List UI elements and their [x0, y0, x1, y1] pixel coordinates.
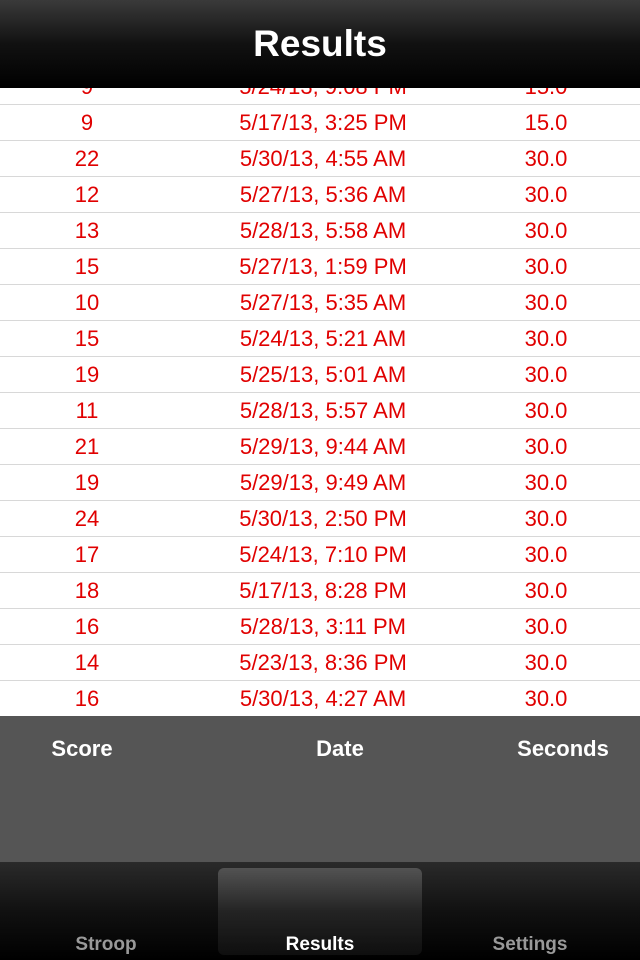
table-row[interactable]: 21 5/29/13, 9:44 AM 30.0	[0, 429, 640, 465]
column-header: Score	[51, 736, 113, 761]
column-header: Date	[316, 736, 364, 761]
date-cell: 5/27/13, 5:36 AM	[239, 182, 407, 207]
score-cell: 18	[74, 578, 100, 603]
score-cell: 15	[74, 254, 100, 279]
date-cell: 5/23/13, 8:36 PM	[239, 650, 407, 675]
date-cell: 5/24/13, 5:21 AM	[239, 326, 407, 351]
seconds-cell: 30.0	[524, 506, 568, 531]
tab-button[interactable]: Stroop	[75, 934, 137, 955]
nav-bar: Results	[0, 0, 640, 88]
date-cell: 5/27/13, 5:35 AM	[239, 290, 407, 315]
date-cell: 5/29/13, 9:49 AM	[239, 470, 407, 495]
date-cell: 5/28/13, 5:57 AM	[239, 398, 407, 423]
score-cell: 19	[74, 362, 100, 387]
footer: Score Date Seconds	[0, 716, 640, 862]
seconds-cell: 30.0	[524, 218, 568, 243]
score-cell: 14	[74, 650, 100, 675]
date-cell: 5/29/13, 9:44 AM	[239, 434, 407, 459]
nav-title: Results	[253, 23, 387, 64]
seconds-cell: 30.0	[524, 398, 568, 423]
table-row[interactable]: 14 5/23/13, 8:36 PM 30.0	[0, 645, 640, 681]
table-row[interactable]: 11 5/28/13, 5:57 AM 30.0	[0, 393, 640, 429]
table-row[interactable]: 15 5/24/13, 5:21 AM 30.0	[0, 321, 640, 357]
table-row[interactable]: 15 5/27/13, 1:59 PM 30.0	[0, 249, 640, 285]
score-cell: 21	[74, 434, 100, 459]
seconds-cell: 30.0	[524, 650, 568, 675]
score-cell: 10	[74, 290, 100, 315]
seconds-cell: 30.0	[524, 470, 568, 495]
score-cell: 24	[74, 506, 100, 531]
date-cell: 5/25/13, 5:01 AM	[239, 362, 407, 387]
column-header: Seconds	[517, 736, 609, 761]
date-cell: 5/24/13, 7:10 PM	[239, 542, 407, 567]
seconds-cell: 30.0	[524, 362, 568, 387]
tab-button[interactable]: Settings	[492, 934, 568, 955]
score-cell: 19	[74, 470, 100, 495]
seconds-cell: 30.0	[524, 254, 568, 279]
tab-button[interactable]: Results	[218, 868, 422, 955]
score-cell: 22	[74, 146, 100, 171]
seconds-cell: 15.0	[524, 110, 568, 135]
table-row[interactable]: 18 5/17/13, 8:28 PM 30.0	[0, 573, 640, 609]
date-cell: 5/17/13, 8:28 PM	[239, 578, 407, 603]
table-row[interactable]: 12 5/27/13, 5:36 AM 30.0	[0, 177, 640, 213]
table-row[interactable]: 16 5/30/13, 4:27 AM 30.0	[0, 681, 640, 716]
score-cell: 16	[74, 686, 100, 711]
date-cell: 5/30/13, 2:50 PM	[239, 506, 407, 531]
seconds-cell: 30.0	[524, 614, 568, 639]
seconds-cell: 30.0	[524, 182, 568, 207]
table-row[interactable]: 19 5/29/13, 9:49 AM 30.0	[0, 465, 640, 501]
date-cell: 5/28/13, 5:58 AM	[239, 218, 407, 243]
score-cell: 15	[74, 326, 100, 351]
score-cell: 17	[74, 542, 100, 567]
seconds-cell: 30.0	[524, 434, 568, 459]
seconds-cell: 30.0	[524, 326, 568, 351]
table-row[interactable]: 9 5/17/13, 3:25 PM 15.0	[0, 105, 640, 141]
seconds-cell: 30.0	[524, 290, 568, 315]
score-cell: 12	[74, 182, 100, 207]
table-row[interactable]: 24 5/30/13, 2:50 PM 30.0	[0, 501, 640, 537]
date-cell: 5/30/13, 4:55 AM	[239, 146, 407, 171]
date-cell: 5/27/13, 1:59 PM	[239, 254, 407, 279]
table-row[interactable]: 17 5/24/13, 7:10 PM 30.0	[0, 537, 640, 573]
score-cell: 9	[80, 110, 94, 135]
seconds-cell: 30.0	[524, 146, 568, 171]
table-row[interactable]: 22 5/30/13, 4:55 AM 30.0	[0, 141, 640, 177]
table-row[interactable]: 10 5/27/13, 5:35 AM 30.0	[0, 285, 640, 321]
table-row[interactable]: 19 5/25/13, 5:01 AM 30.0	[0, 357, 640, 393]
seconds-cell: 30.0	[524, 542, 568, 567]
seconds-cell: 30.0	[524, 578, 568, 603]
date-cell: 5/28/13, 3:11 PM	[240, 614, 406, 639]
score-cell: 16	[74, 614, 100, 639]
score-cell: 11	[75, 398, 99, 423]
date-cell: 5/30/13, 4:27 AM	[239, 686, 407, 711]
table-row[interactable]: 13 5/28/13, 5:58 AM 30.0	[0, 213, 640, 249]
date-cell: 5/17/13, 3:25 PM	[239, 110, 407, 135]
tab-bar: Stroop Results Settings	[0, 862, 640, 960]
score-cell: 13	[74, 218, 100, 243]
seconds-cell: 30.0	[524, 686, 568, 711]
table-row[interactable]: 16 5/28/13, 3:11 PM 30.0	[0, 609, 640, 645]
